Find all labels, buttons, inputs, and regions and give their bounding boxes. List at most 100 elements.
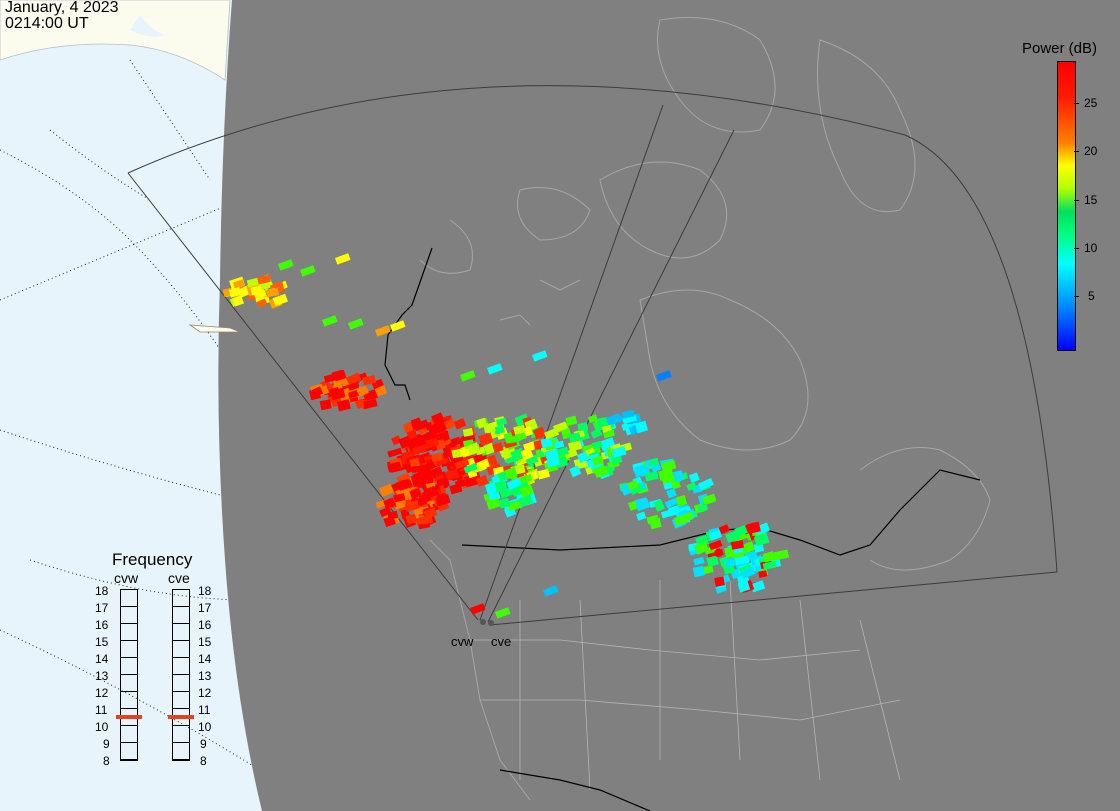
echo-cell [309, 389, 322, 401]
echo-cell [670, 478, 681, 490]
echo-cell [672, 470, 684, 482]
echo-cell [520, 447, 534, 461]
echo-cell [445, 468, 460, 481]
echo-cell [421, 514, 434, 525]
echo-cell [387, 461, 402, 471]
echo-cell [250, 285, 263, 296]
echo-cell [513, 447, 526, 461]
echo-cell [391, 479, 407, 492]
frequency-level-label: 18 [95, 584, 109, 598]
echo-cell [424, 437, 440, 449]
echo-cell [379, 506, 392, 518]
frequency-level-label: 17 [198, 601, 212, 615]
echo-cell [554, 440, 565, 449]
frequency-level-label: 9 [200, 737, 207, 751]
echo-cell [356, 385, 370, 397]
date-label: January, 4 2023 [5, 0, 119, 16]
echo-cell [387, 447, 403, 458]
echo-cell [507, 500, 522, 511]
echo-cell [546, 456, 561, 468]
radar-fov [127, 85, 1058, 626]
frequency-level-label: 13 [95, 669, 109, 683]
echo-cell [391, 435, 402, 446]
echo-cell [513, 424, 526, 435]
echo-cell [464, 474, 480, 488]
echo-cell [278, 259, 294, 271]
echo-cell [454, 479, 467, 488]
echo-cell [708, 529, 723, 541]
echo-cell [470, 603, 486, 615]
echo-cell [424, 488, 440, 499]
echo-cell [753, 533, 770, 547]
echo-cell [390, 320, 406, 332]
echo-cell [501, 448, 513, 460]
echo-cell [718, 524, 730, 535]
echo-cell [354, 398, 366, 410]
ice-region [0, 0, 231, 81]
echo-cell [646, 514, 660, 525]
echo-cell [430, 466, 444, 479]
echo-cell [653, 499, 665, 512]
echo-cell [675, 495, 688, 507]
echo-cell [454, 458, 470, 470]
frequency-level-label: 11 [95, 703, 108, 717]
frequency-level-label: 8 [200, 754, 207, 768]
echo-cell [476, 417, 488, 429]
frequency-level-label: 12 [95, 686, 109, 700]
echo-cell [758, 570, 768, 578]
echo-cell [627, 480, 639, 491]
echo-cell [577, 422, 589, 432]
colorbar-tickmark [1074, 296, 1079, 297]
echo-cell [486, 497, 501, 510]
echo-cell [725, 530, 741, 543]
colorbar-tickmark [1074, 103, 1079, 104]
echo-cell [532, 350, 548, 362]
echo-cell [460, 370, 476, 382]
echo-cell [321, 315, 338, 327]
echo-cell [714, 548, 724, 557]
echo-cell [649, 458, 660, 467]
frequency-level-label: 17 [95, 601, 109, 615]
echo-cell [664, 497, 678, 509]
echo-cell [422, 461, 436, 473]
frequency-scale-cve [172, 589, 190, 761]
frequency-level-label: 12 [198, 686, 212, 700]
echo-cell [708, 539, 723, 551]
coastlines [419, 17, 991, 801]
echo-cell [413, 437, 426, 448]
state-borders [470, 579, 901, 791]
echo-cell [628, 482, 644, 496]
echo-cell [228, 286, 242, 298]
echo-cell [363, 399, 378, 409]
frequency-scale-cvw [120, 589, 138, 761]
colorbar-tick: 20 [1084, 144, 1098, 158]
frequency-level-label: 13 [198, 669, 212, 683]
echo-cell [590, 428, 603, 439]
echo-cell [256, 298, 268, 308]
echo-cell [621, 410, 635, 419]
frequency-level-label: 18 [198, 584, 212, 598]
national-borders [384, 247, 981, 811]
ice-lake [130, 15, 165, 37]
echo-cell [737, 580, 751, 593]
echo-cell [257, 274, 271, 285]
echo-cell [754, 522, 771, 536]
echo-cell [494, 480, 508, 493]
echo-cell [660, 509, 674, 519]
echo-cell [404, 500, 420, 512]
echo-cell [498, 497, 511, 509]
echo-cell [688, 472, 700, 483]
echo-cell [596, 416, 609, 428]
echo-cell [698, 477, 714, 491]
echo-cell [495, 607, 511, 619]
radar-site-marker [480, 619, 486, 625]
echo-cell [463, 463, 478, 474]
frequency-level-label: 16 [95, 618, 109, 632]
echo-cell [346, 372, 362, 386]
echo-cell [515, 431, 527, 442]
echo-cell [591, 455, 604, 467]
echo-cell [492, 442, 504, 453]
echo-cell [362, 375, 376, 386]
echo-cell [412, 444, 427, 455]
echo-cell [656, 370, 672, 382]
